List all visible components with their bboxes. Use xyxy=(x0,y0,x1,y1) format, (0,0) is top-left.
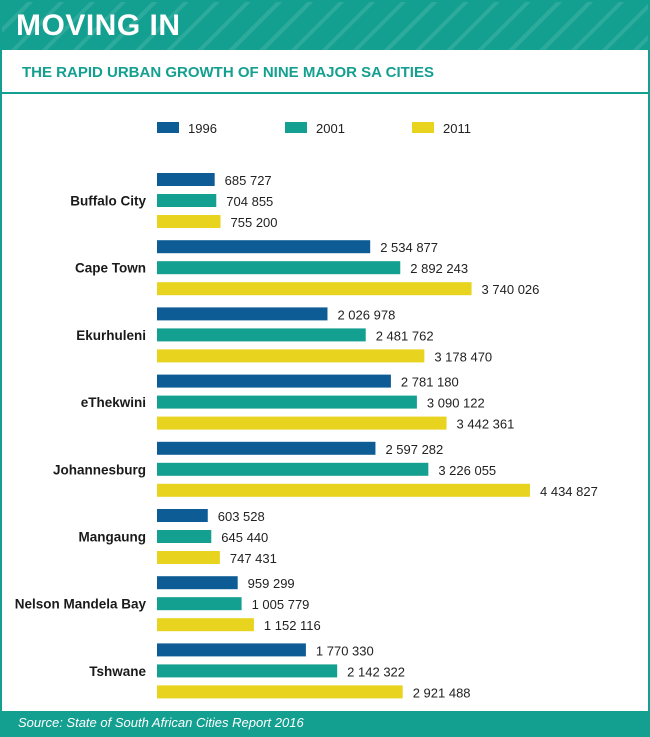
footer-bar: Source: State of South African Cities Re… xyxy=(2,711,648,735)
data-label: 603 528 xyxy=(218,509,265,524)
data-label: 2 892 243 xyxy=(410,261,468,276)
data-label: 3 226 055 xyxy=(438,463,496,478)
data-label: 3 090 122 xyxy=(427,396,485,411)
bar-2011 xyxy=(157,618,254,632)
chart-subtitle: THE RAPID URBAN GROWTH OF NINE MAJOR SA … xyxy=(22,64,434,81)
legend-label-2001: 2001 xyxy=(316,121,345,136)
data-label: 2 921 488 xyxy=(413,685,471,700)
category-label: eThekwini xyxy=(81,395,146,410)
bar-2011 xyxy=(157,349,425,363)
category-label: Buffalo City xyxy=(70,194,146,209)
bar-2011 xyxy=(157,215,221,228)
data-label: 2 026 978 xyxy=(337,307,395,322)
bar-2001 xyxy=(157,261,401,275)
bar-2001 xyxy=(157,597,242,611)
bar-1996 xyxy=(157,307,328,321)
data-label: 685 727 xyxy=(225,173,272,188)
legend-label-2011: 2011 xyxy=(443,121,471,136)
category-label: Johannesburg xyxy=(53,462,146,477)
legend-swatch-2001 xyxy=(285,122,307,133)
bar-1996 xyxy=(157,576,238,590)
category-label: Mangaung xyxy=(79,530,147,545)
data-label: 1 152 116 xyxy=(264,618,321,633)
data-label: 755 200 xyxy=(231,215,278,230)
bar-1996 xyxy=(157,374,391,388)
bar-2011 xyxy=(157,685,403,699)
category-label: Tshwane xyxy=(89,664,146,679)
bar-2001 xyxy=(157,328,366,342)
bar-2011 xyxy=(157,282,472,296)
bar-2001 xyxy=(157,395,417,409)
legend-label-1996: 1996 xyxy=(188,121,217,136)
data-label: 2 534 877 xyxy=(380,240,438,255)
category-label: Nelson Mandela Bay xyxy=(15,597,147,612)
data-label: 747 431 xyxy=(230,551,277,566)
data-label: 704 855 xyxy=(226,194,273,209)
bar-2011 xyxy=(157,551,220,564)
bar-2011 xyxy=(157,483,530,497)
legend-swatch-2011 xyxy=(412,122,434,133)
bar-2011 xyxy=(157,416,447,430)
data-label: 1 770 330 xyxy=(316,643,374,658)
bar-1996 xyxy=(157,441,376,455)
data-label: 4 434 827 xyxy=(540,484,598,499)
header-banner: MOVING IN xyxy=(2,2,648,50)
bar-2001 xyxy=(157,194,217,207)
data-label: 959 299 xyxy=(248,576,295,591)
data-label: 3 442 361 xyxy=(457,417,515,432)
bar-1996 xyxy=(157,643,306,657)
bar-2001 xyxy=(157,664,338,678)
header-title: MOVING IN xyxy=(16,9,181,42)
data-label: 2 481 762 xyxy=(376,328,434,343)
data-label: 2 597 282 xyxy=(385,442,443,457)
data-label: 3 740 026 xyxy=(482,282,540,297)
subtitle-divider xyxy=(2,92,648,94)
data-label: 1 005 779 xyxy=(252,597,310,612)
bar-2001 xyxy=(157,462,429,476)
category-label: Cape Town xyxy=(75,261,146,276)
data-label: 645 440 xyxy=(221,530,268,545)
bar-1996 xyxy=(157,173,215,186)
bar-1996 xyxy=(157,509,208,522)
legend-swatch-1996 xyxy=(157,122,179,133)
data-label: 3 178 470 xyxy=(434,349,492,364)
data-label: 2 142 322 xyxy=(347,664,405,679)
bar-1996 xyxy=(157,240,371,254)
data-label: 2 781 180 xyxy=(401,375,459,390)
source-note: Source: State of South African Cities Re… xyxy=(18,715,304,730)
category-label: Ekurhuleni xyxy=(76,328,146,343)
bar-2001 xyxy=(157,530,212,543)
